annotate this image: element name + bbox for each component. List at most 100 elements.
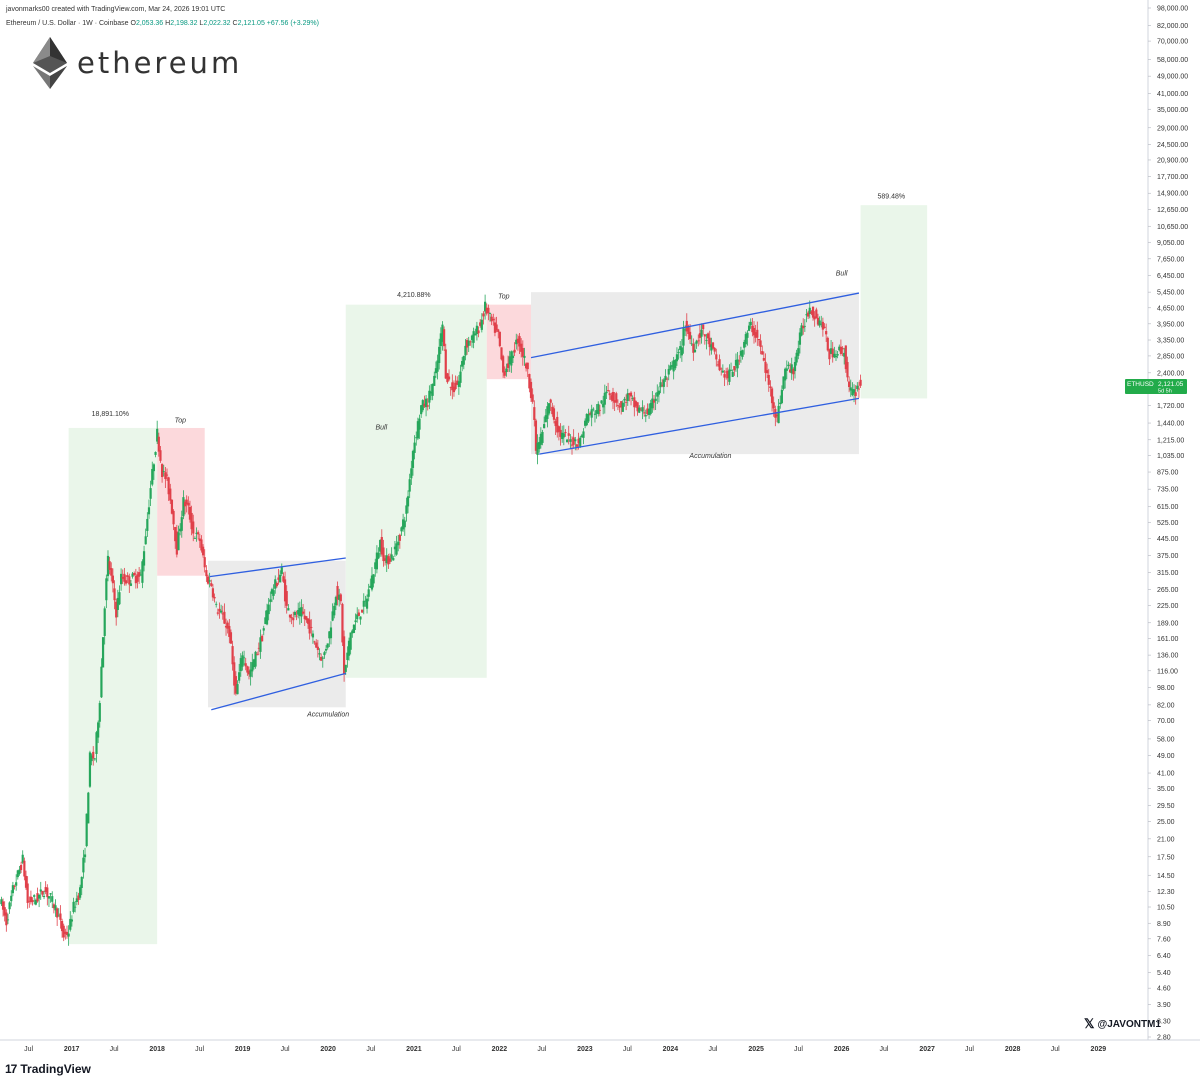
candle-up: [674, 359, 677, 371]
candle-up: [838, 344, 841, 352]
candle-body: [205, 570, 208, 577]
candle-body: [857, 388, 861, 390]
candle-up: [106, 550, 110, 582]
candle-body: [697, 340, 700, 342]
candle-down: [625, 394, 628, 411]
candle-up: [721, 364, 724, 374]
candle-down: [500, 347, 503, 361]
candle-up: [274, 575, 277, 594]
candle-down: [716, 360, 720, 367]
annotation-label: Bull: [836, 271, 848, 278]
candle-up: [623, 396, 626, 407]
candle-up: [265, 603, 269, 626]
candle-up: [793, 356, 797, 379]
candle-body: [726, 370, 729, 379]
candle-body: [206, 576, 210, 584]
candle-body: [106, 555, 110, 577]
candle-down: [59, 905, 62, 929]
candle-down: [598, 404, 601, 417]
candle-down: [303, 609, 306, 627]
price-tag-symbol: ETHUSD: [1127, 381, 1154, 388]
candle-down: [172, 509, 175, 531]
candle-body: [13, 885, 16, 887]
candle-body: [228, 625, 231, 637]
candle-down: [487, 304, 490, 321]
candle-down: [807, 310, 810, 319]
candle-body: [829, 348, 833, 354]
candle-body: [280, 567, 283, 574]
x-tick-label: 2025: [748, 1046, 764, 1053]
y-tick-label: 875.00: [1157, 470, 1179, 477]
candle-up: [323, 650, 326, 659]
candle-up: [644, 409, 647, 423]
candle-body: [541, 431, 544, 443]
tradingview-logo[interactable]: 17 TradingView: [5, 1062, 91, 1076]
candle-up: [402, 513, 405, 532]
candle-body: [516, 338, 520, 343]
candle-down: [62, 923, 65, 942]
candle-body: [128, 576, 131, 585]
candle-body: [380, 537, 383, 555]
candle-body: [64, 931, 67, 934]
y-tick-label: 82,000.00: [1157, 23, 1188, 30]
candle-body: [397, 541, 400, 546]
candle-up: [416, 417, 419, 441]
candle-body: [174, 526, 177, 542]
candle-up: [677, 348, 680, 360]
candle-body: [769, 386, 772, 388]
candle-up: [272, 584, 275, 600]
candle-up: [777, 398, 780, 424]
candle-up: [647, 403, 651, 419]
y-tick-label: 58.00: [1157, 736, 1175, 743]
candle-up: [195, 527, 198, 542]
candle-body: [21, 854, 24, 863]
candle-body: [729, 369, 733, 371]
candle-body: [477, 330, 480, 334]
x-tick-label: Jul: [24, 1046, 33, 1053]
candle-up: [743, 339, 746, 355]
candle-body: [575, 444, 579, 447]
candle-body: [403, 520, 406, 528]
candle-up: [834, 350, 838, 362]
candle-body: [651, 398, 654, 409]
candle-up: [436, 354, 439, 380]
annotation-label: Accumulation: [688, 453, 731, 460]
candle-body: [608, 393, 611, 396]
candle-body: [334, 597, 337, 606]
candle-up: [690, 335, 693, 347]
candle-down: [454, 375, 457, 391]
candle-body: [387, 556, 390, 565]
candle-body: [315, 642, 318, 648]
candle-body: [644, 415, 647, 417]
candle-body: [751, 325, 754, 333]
candle-body: [49, 893, 52, 895]
candle-body: [511, 355, 515, 359]
candle-down: [752, 321, 756, 344]
candle-body: [816, 317, 820, 325]
candle-down: [423, 395, 426, 408]
candle-body: [485, 307, 488, 314]
candle-body: [367, 589, 370, 597]
candle-body: [708, 337, 711, 348]
y-tick-label: 29.50: [1157, 803, 1175, 810]
candle-body: [529, 381, 533, 399]
candle-body: [692, 343, 695, 353]
candle-up: [100, 658, 103, 698]
candle-up: [379, 539, 382, 557]
candle-body: [139, 574, 142, 576]
candle-up: [470, 334, 474, 348]
candle-up: [180, 510, 183, 538]
candle-body: [426, 405, 429, 407]
candle-down: [666, 377, 669, 388]
candle-down: [629, 391, 633, 406]
x-tick-label: 2017: [64, 1046, 80, 1053]
candle-body: [351, 630, 354, 634]
candle-up: [39, 881, 42, 900]
candle-up: [42, 890, 46, 900]
candle-up: [833, 346, 836, 359]
candle-down: [167, 476, 170, 501]
candle-down: [449, 386, 452, 396]
candle-down: [174, 526, 177, 549]
candle-body: [318, 653, 321, 655]
